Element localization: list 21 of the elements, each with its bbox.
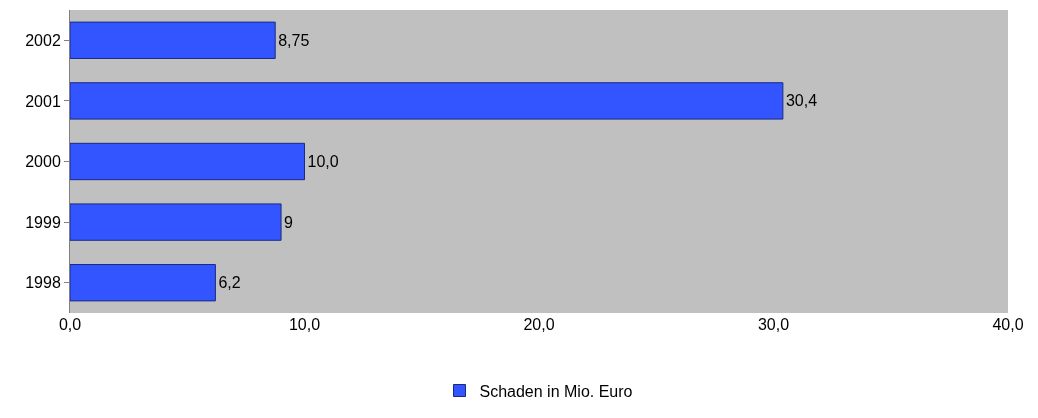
bar (70, 264, 216, 302)
bar (70, 142, 305, 181)
data-label: 10,0 (307, 153, 339, 170)
data-label: 30,4 (785, 92, 818, 110)
y-tick-label: 2002 (25, 31, 61, 49)
y-tick-label: 1998 (25, 274, 61, 292)
bar (70, 21, 276, 59)
y-tick-label: 2001 (25, 92, 61, 110)
y-tick-label: 2000 (25, 153, 61, 171)
x-tick-label: 40,0 (992, 316, 1024, 333)
y-tick-label: 1999 (25, 213, 61, 231)
x-tick-label: 10,0 (288, 316, 321, 333)
data-label: 9 (284, 213, 294, 231)
bar (70, 82, 784, 120)
x-tick-label: 0,0 (58, 316, 82, 333)
data-label: 6,2 (218, 274, 241, 292)
x-tick-label: 30,0 (757, 316, 790, 333)
legend-label: Schaden in Mio. Euro (479, 382, 633, 400)
data-label: 8,75 (278, 31, 310, 49)
x-tick-label: 20,0 (523, 316, 555, 333)
bar (70, 203, 282, 241)
